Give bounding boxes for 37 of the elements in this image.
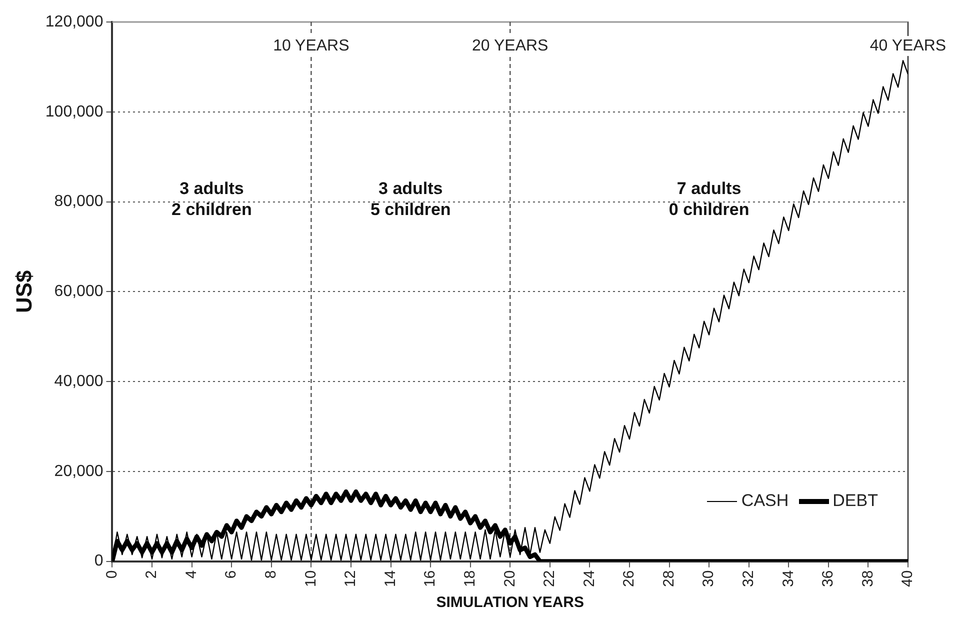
annotation: 3 adults 2 children	[172, 179, 252, 220]
x-tick-label: 22	[541, 570, 558, 588]
legend-label: CASH	[741, 491, 789, 512]
annotation: 7 adults 0 children	[668, 179, 750, 220]
y-tick-label: 20,000	[54, 462, 104, 480]
x-tick-label: 10	[302, 570, 320, 588]
x-tick-label: 36	[820, 570, 837, 588]
x-tick-label: 16	[422, 570, 439, 588]
y-tick-label: 80,000	[54, 193, 104, 210]
x-tick-label: 34	[780, 570, 797, 588]
y-tick-label: 120,000	[45, 13, 104, 30]
x-tick-label: 6	[222, 570, 240, 579]
legend-label: DEBT	[832, 491, 878, 512]
x-tick-label: 32	[740, 570, 757, 588]
x-tick-label: 0	[103, 570, 120, 579]
annotation: 3 adults 5 children	[370, 179, 451, 220]
y-axis-title: US$	[11, 270, 36, 314]
y-tick-label: 100,000	[45, 103, 104, 120]
ref-line-label: 20 YEARS	[472, 37, 548, 54]
x-tick-label: 40	[899, 570, 916, 588]
ref-line-label: 10 YEARS	[273, 37, 350, 54]
x-tick-label: 12	[342, 570, 360, 588]
x-tick-label: 30	[700, 570, 718, 588]
x-tick-label: 2	[143, 570, 160, 579]
x-tick-label: 8	[262, 570, 280, 579]
y-tick-label: 60,000	[54, 283, 104, 300]
x-tick-label: 26	[620, 570, 638, 588]
x-tick-label: 28	[660, 570, 678, 588]
x-tick-label: 38	[859, 570, 876, 588]
x-tick-label: 18	[461, 570, 478, 588]
x-tick-label: 14	[382, 570, 399, 588]
x-tick-label: 4	[182, 570, 200, 579]
y-tick-label: 40,000	[54, 372, 104, 390]
ref-line-label: 40 YEARS	[870, 37, 946, 54]
x-tick-label: 20	[501, 570, 518, 588]
x-tick-label: 24	[580, 570, 598, 588]
x-axis-title: SIMULATION YEARS	[436, 594, 584, 612]
